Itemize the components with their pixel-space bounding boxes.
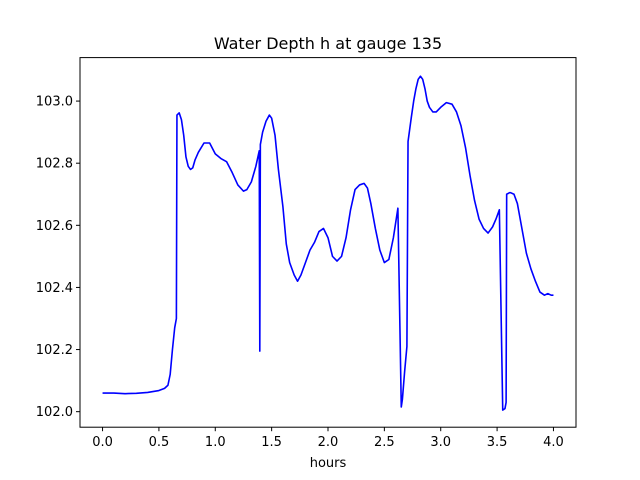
x-tick-label: 1.0 [205,435,226,450]
x-tick-label: 2.5 [374,435,395,450]
x-tick-label: 3.0 [430,435,451,450]
series-line-0 [102,75,554,411]
y-axis: 102.0 102.2 102.4 102.6 102.8 103.0 [36,95,80,420]
plot-area: 0.0 0.5 1.0 1.5 2.0 2.5 3.0 3.5 4.0 102.0102.210… [36,57,577,450]
y-tick-label: 102.6 [36,219,73,234]
x-tick-label: 3.5 [487,435,508,450]
x-tick-label: 1.5 [261,435,282,450]
y-tick-label: 102.4 [36,281,73,296]
x-tick-label: 0.5 [149,435,170,450]
x-axis-label: hours [310,456,347,471]
y-tick-label: 102.8 [36,157,73,172]
x-tick-label: 2.0 [318,435,339,450]
y-tick-label: 102.0 [36,405,73,420]
series-layer [102,75,554,411]
x-axis: 0.0 0.5 1.0 1.5 2.0 2.5 3.0 3.5 4.0 [92,427,564,450]
y-tick-label: 103.0 [36,95,73,110]
x-tick-label: 4.0 [543,435,564,450]
y-tick-label: 102.2 [36,343,73,358]
chart-title: Water Depth h at gauge 135 [214,34,442,53]
x-tick-label: 0.0 [92,435,113,450]
